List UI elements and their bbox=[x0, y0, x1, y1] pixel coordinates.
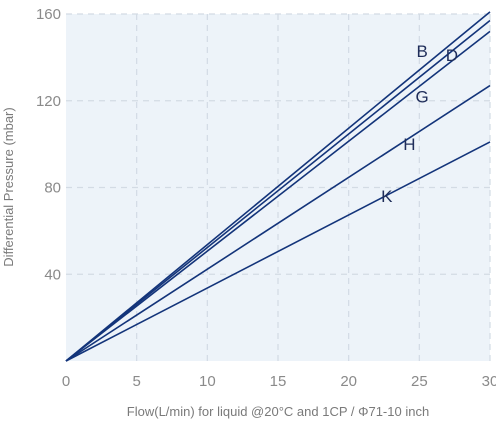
series-line-k bbox=[65, 141, 491, 362]
x-tick-label: 5 bbox=[132, 373, 140, 390]
tick-labels: 0 5 10 15 20 25 30 40 80 120 160 bbox=[36, 6, 496, 390]
series-line-b bbox=[65, 11, 491, 362]
x-tick-label: 15 bbox=[270, 373, 287, 390]
series-label-k: K bbox=[381, 187, 393, 206]
x-tick-label: 20 bbox=[340, 373, 357, 390]
series-line-h bbox=[65, 84, 491, 362]
x-tick-label: 10 bbox=[199, 373, 216, 390]
series-label-g: G bbox=[416, 87, 429, 106]
y-tick-label: 80 bbox=[44, 180, 61, 197]
series-line-d bbox=[65, 19, 491, 362]
series-label-h: H bbox=[403, 135, 415, 154]
y-tick-label: 120 bbox=[36, 93, 61, 110]
x-tick-label: 0 bbox=[62, 373, 70, 390]
series-lines bbox=[65, 11, 491, 362]
series-labels: B D G H K bbox=[381, 42, 458, 206]
x-axis-title: Flow(L/min) for liquid @20°C and 1CP / Φ… bbox=[127, 404, 429, 419]
grid-lines bbox=[66, 13, 491, 361]
series-line-g bbox=[65, 30, 491, 362]
y-tick-label: 160 bbox=[36, 6, 61, 23]
series-label-b: B bbox=[416, 42, 427, 61]
y-axis-title: Differential Pressure (mbar) bbox=[1, 107, 16, 266]
x-tick-label: 30 bbox=[482, 373, 496, 390]
series-label-d: D bbox=[446, 46, 458, 65]
y-tick-label: 40 bbox=[44, 266, 61, 283]
x-tick-label: 25 bbox=[411, 373, 428, 390]
